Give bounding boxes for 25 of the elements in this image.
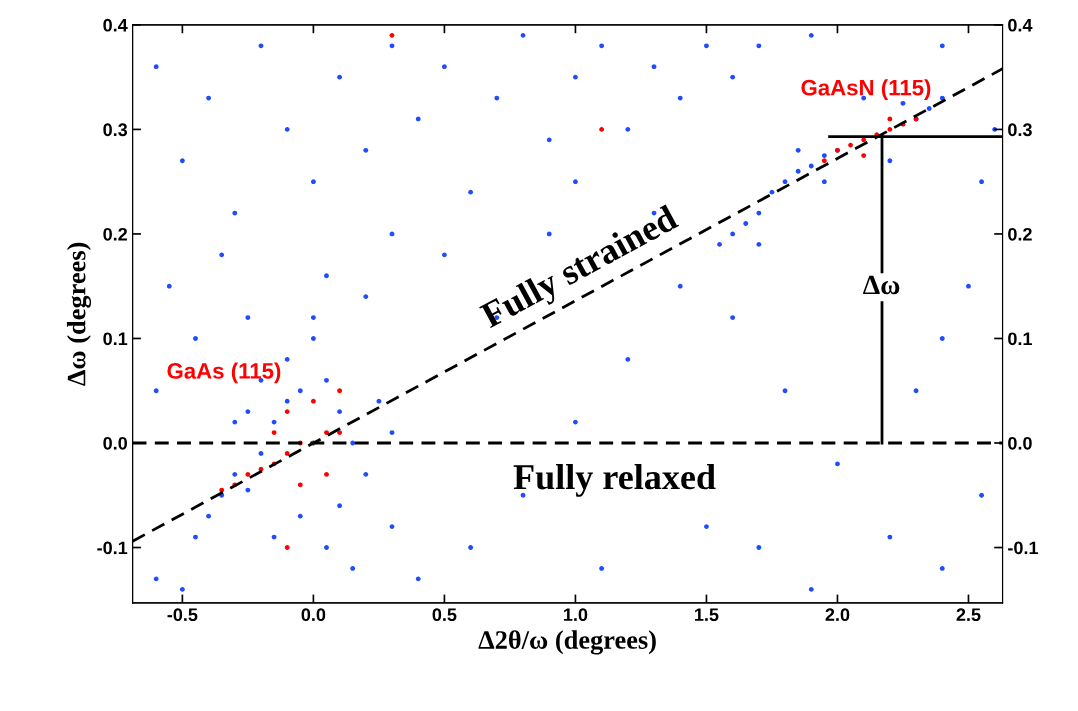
x-tick-label: 1.5	[695, 608, 719, 622]
y-tick-label: -0.1	[97, 541, 128, 555]
y-tick-label: 0.3	[103, 123, 128, 137]
x-tick-label: -0.5	[167, 608, 198, 622]
x-tick-label: 2.5	[956, 608, 981, 622]
y2-tick-label: 0.1	[1008, 332, 1032, 346]
x-tick-label: 2.0	[825, 608, 850, 622]
y-tick-label: 0.1	[103, 332, 128, 346]
y-tick-label: 0.4	[103, 18, 128, 32]
x-tick-label: 0.0	[301, 608, 326, 622]
y2-tick-label: 0.0	[1008, 436, 1032, 450]
y-tick-label: 0.2	[103, 227, 128, 241]
y-tick-label: 0.0	[103, 436, 127, 450]
annotation: Δω	[863, 275, 900, 295]
annotation: GaAsN (115)	[801, 79, 931, 100]
x-tick-label: 0.5	[432, 608, 457, 622]
y2-tick-label: -0.1	[1008, 541, 1039, 555]
y2-tick-label: 0.4	[1008, 18, 1033, 32]
y2-tick-label: 0.3	[1008, 123, 1032, 137]
x-tick-label: 1.0	[564, 608, 588, 622]
annotation: GaAs (115)	[167, 362, 281, 384]
annotation: Fully relaxed	[513, 463, 716, 497]
x-axis-title: Δ2θ/ω (degrees)	[478, 630, 656, 655]
y-axis-title: Δω (degrees)	[66, 242, 92, 386]
y2-tick-label: 0.2	[1008, 227, 1032, 241]
